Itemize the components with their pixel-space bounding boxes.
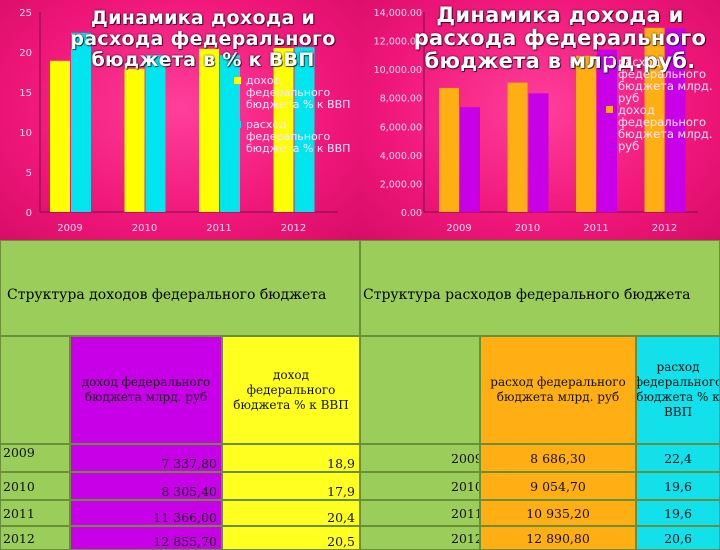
income-row-rub: 8 305,40 bbox=[70, 472, 222, 500]
expense-table-title: Структура расходов федерального бюджета bbox=[363, 287, 691, 303]
left-y-tick-label: 15 bbox=[19, 88, 32, 99]
expense-row-gdp: 20,6 bbox=[636, 526, 720, 550]
left-x-tick-label: 2009 bbox=[57, 223, 82, 234]
income-row-year: 2012 bbox=[0, 526, 70, 550]
expense-row-rub: 12 890,80 bbox=[480, 526, 636, 550]
legend-swatch-expense-rub bbox=[606, 58, 613, 65]
left-x-tick-label: 2012 bbox=[281, 223, 306, 234]
right-chart-title: Динамика дохода и расхода федерального б… bbox=[413, 3, 707, 74]
expense-row-year: 2011 bbox=[360, 500, 480, 526]
legend-swatch-income-gdp bbox=[234, 77, 241, 84]
legend-item-expense-rub: расход федерального бюджета млрд. руб bbox=[606, 56, 714, 104]
expense-row-year: 2009 bbox=[360, 444, 480, 472]
left-bar-expense bbox=[294, 47, 315, 213]
left-chart-title: Динамика дохода и расхода федерального б… bbox=[70, 7, 336, 71]
left-y-tick-label: 10 bbox=[19, 128, 32, 139]
expense-row-year: 2012 bbox=[360, 526, 480, 550]
left-y-tick-label: 0 bbox=[26, 208, 32, 219]
left-x-tick-label: 2010 bbox=[132, 223, 157, 234]
income-row-year: 2011 bbox=[0, 500, 70, 526]
income-row-rub: 7 337,80 bbox=[70, 444, 222, 472]
left-bar-expense bbox=[71, 32, 91, 212]
left-bar-income bbox=[199, 48, 219, 212]
legend-label-income-rub: доход федерального бюджета млрд. руб bbox=[618, 103, 713, 153]
income-row-gdp: 20,5 bbox=[222, 526, 360, 550]
left-y-tick-label: 5 bbox=[26, 168, 32, 179]
income-col-gdp-header: доход федерального бюджета % к ВВП bbox=[222, 336, 360, 444]
legend-label-expense-rub: расход федерального бюджета млрд. руб bbox=[618, 55, 713, 105]
income-col-rub-header: доход федерального бюджета млрд. руб bbox=[70, 336, 222, 444]
expense-corner-cell bbox=[360, 336, 480, 444]
income-row-gdp: 20,4 bbox=[222, 500, 360, 526]
expense-row-gdp: 19,6 bbox=[636, 472, 720, 500]
left-bar-income bbox=[124, 68, 145, 212]
expense-table-header: Структура расходов федерального бюджета bbox=[360, 240, 720, 336]
income-row-year: 2009 bbox=[0, 444, 70, 472]
income-table-title: Структура доходов федерального бюджета bbox=[7, 287, 327, 303]
left-bar-chart: 0 5 10 15 20 25 2009 2010 2011 2012 bbox=[19, 8, 338, 234]
left-bar-expense bbox=[220, 55, 240, 213]
legend-swatch-expense-gdp bbox=[234, 121, 241, 128]
left-chart-legend: доход федерального бюджета % к ВВП расхо… bbox=[234, 75, 356, 163]
left-x-tick-label: 2011 bbox=[206, 223, 231, 234]
income-row-year: 2010 bbox=[0, 472, 70, 500]
legend-item-expense-gdp: расход федерального бюджета % к ВВП bbox=[234, 119, 356, 155]
income-table-header: Структура доходов федерального бюджета bbox=[0, 240, 360, 336]
left-y-tick-label: 25 bbox=[19, 8, 32, 19]
expense-row-gdp: 22,4 bbox=[636, 444, 720, 472]
legend-label-expense-gdp: расход федерального бюджета % к ВВП bbox=[246, 118, 351, 155]
income-row-rub: 12 855,70 bbox=[70, 526, 222, 550]
income-row-gdp: 17,9 bbox=[222, 472, 360, 500]
expense-row-rub: 10 935,20 bbox=[480, 500, 636, 526]
income-row-gdp: 18,9 bbox=[222, 444, 360, 472]
budget-tables: Структура доходов федерального бюджета С… bbox=[0, 240, 720, 550]
left-y-tick-label: 20 bbox=[19, 48, 32, 59]
income-row-rub: 11 366,00 bbox=[70, 500, 222, 526]
legend-swatch-income-rub bbox=[606, 106, 613, 113]
left-bar-expense bbox=[145, 55, 166, 213]
expense-col-rub-header: расход федерального бюджета млрд. руб bbox=[480, 336, 636, 444]
expense-row-rub: 8 686,30 bbox=[480, 444, 636, 472]
legend-item-income-rub: доход федерального бюджета млрд. руб bbox=[606, 104, 714, 152]
expense-row-year: 2010 bbox=[360, 472, 480, 500]
legend-label-income-gdp: доход федерального бюджета % к ВВП bbox=[246, 74, 351, 111]
expense-col-gdp-header: расход федерального бюджета % к ВВП bbox=[636, 336, 720, 444]
expense-row-rub: 9 054,70 bbox=[480, 472, 636, 500]
expense-row-gdp: 19,6 bbox=[636, 500, 720, 526]
left-bar-income bbox=[50, 60, 70, 212]
right-chart-legend: расход федерального бюджета млрд. руб до… bbox=[606, 56, 714, 152]
legend-item-income-gdp: доход федерального бюджета % к ВВП bbox=[234, 75, 356, 111]
left-bar-income bbox=[273, 48, 294, 212]
income-corner-cell bbox=[0, 336, 70, 444]
